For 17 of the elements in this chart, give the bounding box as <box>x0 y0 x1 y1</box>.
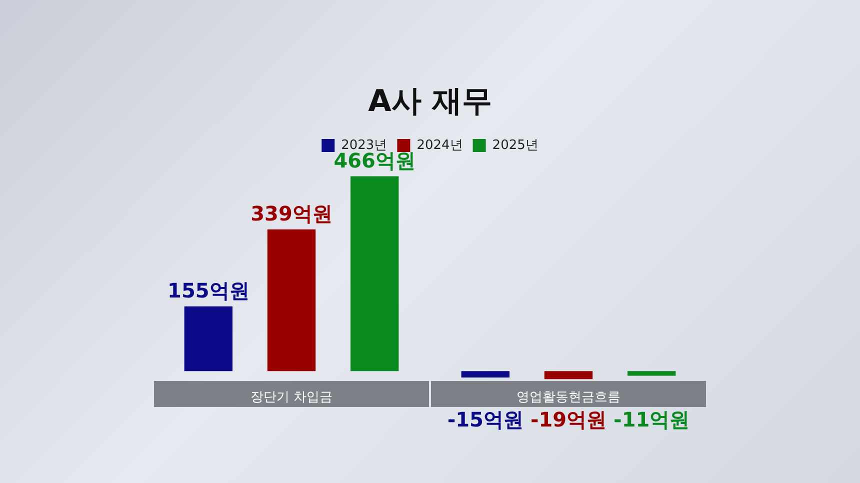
data-label: -15억원 <box>447 407 524 432</box>
bar <box>350 176 399 372</box>
legend-label: 2023년 <box>341 138 388 153</box>
data-label: 339억원 <box>250 202 332 226</box>
bar <box>628 371 676 376</box>
bar <box>544 371 593 380</box>
bar <box>267 229 316 372</box>
bar <box>184 306 232 372</box>
label-strip: 영업활동현금흐름 <box>431 381 706 408</box>
legend-label: 2025년 <box>492 138 538 153</box>
data-label: 155억원 <box>168 278 250 303</box>
label-strip: 장단기 차입금 <box>154 381 429 408</box>
bar <box>461 371 510 378</box>
data-label: -11억원 <box>614 407 690 432</box>
chart-title: A사 재무 <box>368 84 492 119</box>
data-label: -19억원 <box>530 407 607 432</box>
legend-label: 2024년 <box>416 138 463 153</box>
